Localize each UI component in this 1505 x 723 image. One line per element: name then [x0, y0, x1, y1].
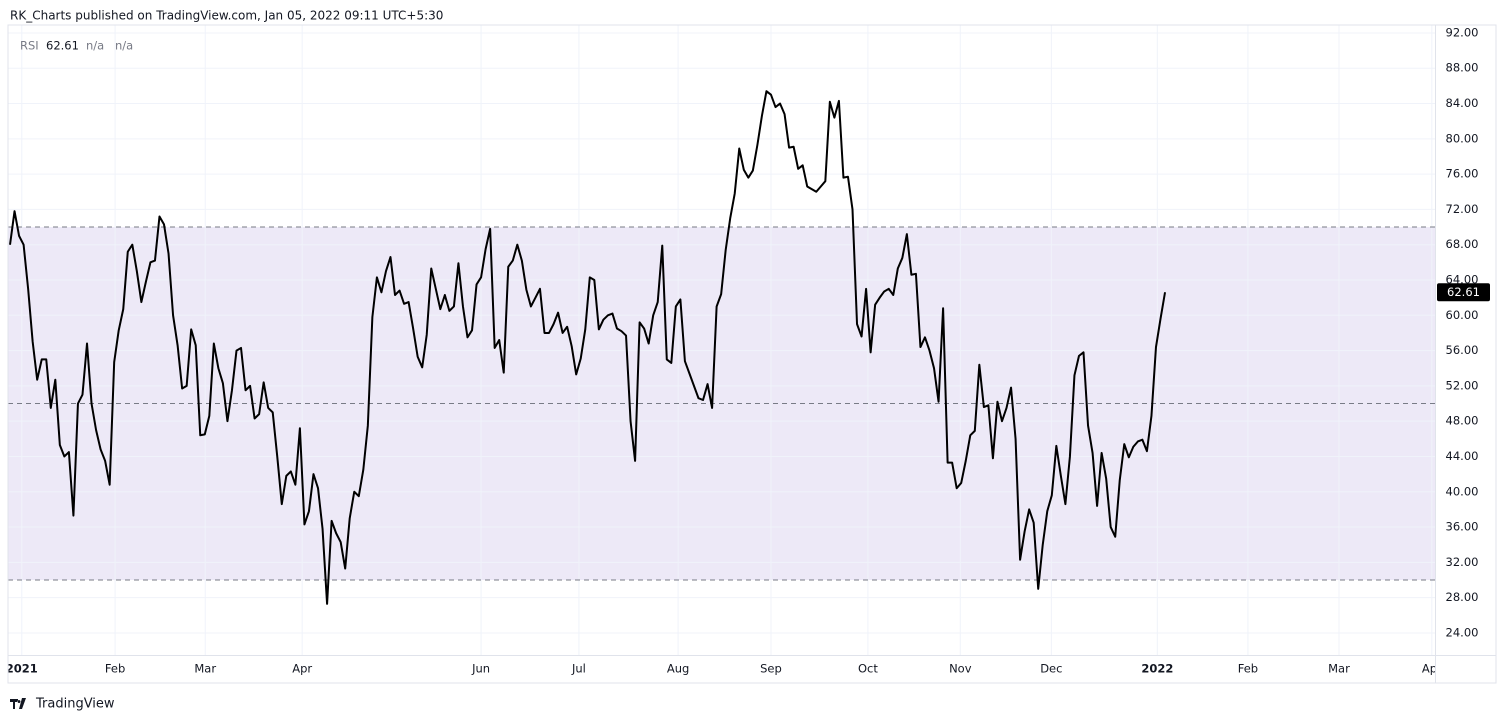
y-tick-label: 72.00 [1446, 202, 1479, 216]
last-value-label: 62.61 [1447, 285, 1480, 299]
x-tick-label: Mar [194, 662, 216, 676]
x-tick-label: Aug [667, 662, 689, 676]
legend-extra: n/a [86, 39, 104, 53]
y-tick-label: 68.00 [1446, 237, 1479, 251]
x-tick-label: 2021 [6, 662, 38, 676]
grid [8, 25, 1435, 655]
header-text: RK_Charts published on TradingView.com, … [10, 9, 443, 23]
frame [7, 24, 1497, 684]
y-tick-label: 80.00 [1446, 131, 1479, 145]
brand: TradingView [10, 697, 115, 712]
y-tick-label: 24.00 [1446, 625, 1479, 639]
x-axis: 2021 Feb Mar Apr Jun Jul Aug Sep Oct Nov Dec 2022 Fe… [6, 662, 1442, 676]
x-tick-label: Apr [1422, 662, 1442, 676]
last-value-box [1437, 283, 1490, 302]
y-tick-label: 88.00 [1446, 61, 1479, 75]
brand-logo [10, 698, 26, 709]
legend: RSI 62.61 n/a n/a [20, 39, 133, 53]
x-tick-label: Jun [471, 662, 490, 676]
y-tick-label: 36.00 [1446, 520, 1479, 534]
legend-value: 62.61 [46, 39, 79, 53]
y-tick-label: 60.00 [1446, 308, 1479, 322]
y-tick-label: 44.00 [1446, 449, 1479, 463]
legend-name: RSI [20, 39, 39, 53]
legend-extra: n/a [115, 39, 133, 53]
y-tick-label: 52.00 [1446, 378, 1479, 392]
x-tick-label: 2022 [1141, 662, 1173, 676]
x-tick-label: Feb [105, 662, 125, 676]
x-tick-label: Jul [571, 662, 586, 676]
y-tick-label: 28.00 [1446, 590, 1479, 604]
y-tick-label: 76.00 [1446, 167, 1479, 181]
y-tick-label: 84.00 [1446, 96, 1479, 110]
x-tick-label: Apr [292, 662, 312, 676]
x-tick-label: Mar [1328, 662, 1350, 676]
y-tick-label: 40.00 [1446, 484, 1479, 498]
x-tick-label: Dec [1040, 662, 1062, 676]
y-tick-label: 48.00 [1446, 414, 1479, 428]
brand-text: TradingView [35, 697, 115, 712]
x-tick-label: Nov [949, 662, 972, 676]
plot [8, 90, 1435, 605]
y-tick-label: 92.00 [1446, 25, 1479, 39]
y-tick-label: 64.00 [1446, 273, 1479, 287]
x-tick-label: Oct [858, 662, 878, 676]
y-tick-label: 56.00 [1446, 343, 1479, 357]
x-tick-label: Feb [1238, 662, 1258, 676]
y-axis: 24.00 28.00 32.00 36.00 40.00 44.00 48.00 52.00… [1437, 25, 1490, 639]
rsi-line [9, 90, 1167, 605]
y-tick-label: 32.00 [1446, 555, 1479, 569]
x-tick-label: Sep [760, 662, 782, 676]
